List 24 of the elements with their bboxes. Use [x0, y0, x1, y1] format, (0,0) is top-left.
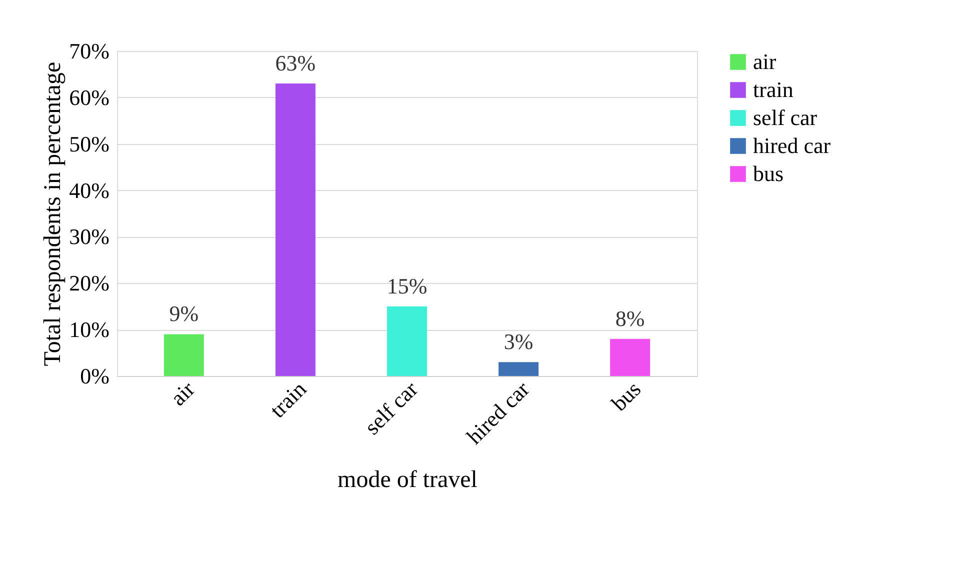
data-label: 3%: [504, 329, 534, 354]
data-label: 8%: [615, 306, 645, 331]
data-label: 15%: [386, 273, 428, 298]
y-tick-label: 10%: [69, 317, 110, 342]
y-tick-label: 0%: [80, 364, 110, 388]
data-label: 63%: [275, 50, 316, 76]
y-tick-label: 40%: [69, 178, 110, 203]
legend-label: train: [753, 77, 794, 102]
x-tick-label: air: [165, 376, 200, 410]
x-tick-label: bus: [606, 376, 646, 416]
y-axis-title: Total respondents in percentage: [40, 62, 66, 366]
legend-label: bus: [753, 161, 784, 186]
x-axis-title: mode of travel: [338, 467, 478, 494]
legend-label: air: [753, 49, 777, 74]
y-tick-label: 70%: [69, 38, 110, 64]
x-tick-label: self car: [360, 376, 424, 440]
y-tick-label: 60%: [69, 84, 110, 110]
data-label: 9%: [169, 301, 199, 326]
y-tick-label: 30%: [69, 224, 110, 250]
legend-label: hired car: [753, 133, 832, 158]
y-tick-label: 50%: [69, 131, 110, 156]
x-tick-label: train: [264, 376, 312, 423]
y-tick-label: 20%: [69, 270, 110, 296]
legend-label: self car: [753, 105, 818, 130]
